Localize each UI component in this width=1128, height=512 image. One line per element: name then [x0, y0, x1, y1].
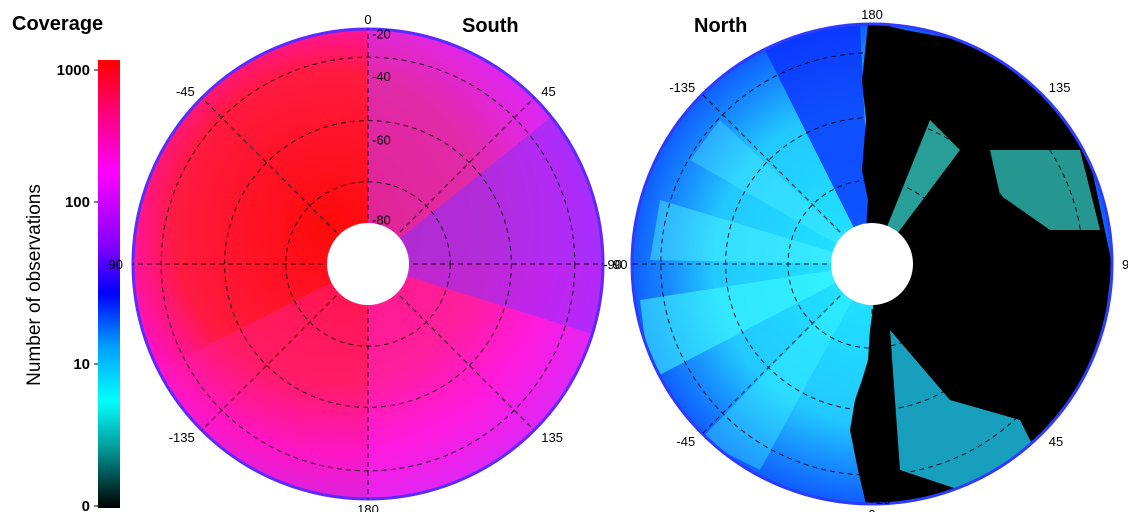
south-title: South	[462, 15, 519, 37]
south-pole-hole	[327, 223, 409, 305]
colorbar-title: Coverage	[12, 13, 103, 35]
north-azimuth-tick-label: -45	[676, 434, 695, 449]
north-radial-tick-label: 60	[876, 384, 890, 399]
south-grid-ring	[224, 120, 512, 408]
north-azimuth-tick-label: -135	[669, 80, 695, 95]
north-azimuth-tick-label: 0	[868, 507, 875, 512]
north-polar-plot: North 20 40 60 80 180 135 90 45 0 -45 -90 -135	[603, 7, 1128, 512]
south-radial-tick-label: -60	[372, 132, 391, 147]
colorbar-gradient	[98, 60, 120, 508]
south-radial-tick-label: -40	[372, 69, 391, 84]
north-radial-tick-label: 40	[876, 449, 890, 464]
colorbar-tick-label: 10	[73, 356, 90, 373]
south-azimuth-tick-label: -90	[104, 257, 123, 272]
north-pole-hole	[831, 223, 913, 305]
south-azimuth-tick-label: 135	[541, 430, 563, 445]
colorbar-tick-label: 100	[65, 194, 90, 211]
north-azimuth-tick-label: 180	[861, 7, 883, 22]
south-azimuth-tick-label: 45	[541, 84, 555, 99]
colorbar-tick-label: 0	[82, 498, 90, 512]
north-tick-labels: 20 40 60 80 180 135 90 45 0 -45 -90 -135	[603, 7, 1128, 512]
south-azimuth-tick-label: -45	[176, 84, 195, 99]
north-azimuth-tick-label: 90	[1122, 257, 1128, 272]
south-azimuth-tick-label: 180	[357, 502, 379, 512]
north-azimuth-tick-label: -90	[603, 257, 622, 272]
north-radial-tick-label: 20	[876, 492, 890, 507]
south-azimuth-tick-label: -135	[169, 430, 195, 445]
colorbar-label: Number of observations	[24, 184, 45, 386]
north-azimuth-tick-label: 45	[1049, 434, 1063, 449]
south-radial-tick-label: -80	[372, 212, 391, 227]
north-title: North	[694, 15, 747, 37]
south-radial-tick-label: -20	[372, 27, 391, 42]
south-azimuth-tick-label: 90	[613, 257, 627, 272]
north-radial-tick-label: 80	[876, 303, 890, 318]
south-azimuth-tick-label: 0	[364, 12, 371, 27]
south-tick-labels: -20 -40 -60 -80 0 45 90 135 180 -135 -90 -45	[104, 12, 627, 512]
colorbar-tick-label: 1000	[57, 62, 90, 79]
south-grid-ring	[160, 56, 576, 472]
north-outer-rim	[630, 22, 1114, 506]
north-azimuth-tick-label: 135	[1049, 80, 1071, 95]
south-polar-plot: South -20 -40 -60 -80 0 45 90 135 180 -135 -90 -45	[104, 12, 627, 512]
